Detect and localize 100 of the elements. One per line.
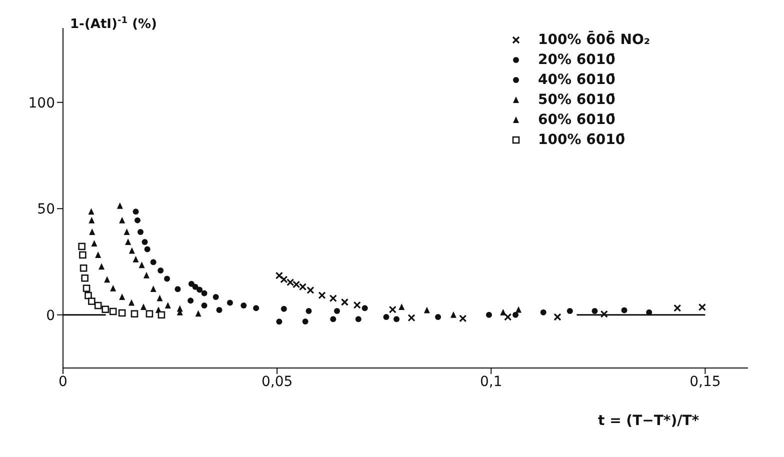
point — [102, 306, 110, 313]
point — [240, 302, 247, 309]
point — [138, 262, 145, 268]
point — [435, 314, 442, 320]
point — [84, 292, 92, 300]
point — [330, 316, 336, 322]
x-tick-label: 0,05 — [261, 374, 293, 390]
point — [306, 308, 312, 314]
point — [80, 264, 88, 272]
point — [302, 318, 308, 324]
point — [226, 300, 233, 306]
point — [196, 286, 203, 293]
point — [119, 294, 126, 300]
point — [140, 304, 146, 310]
point — [353, 301, 361, 309]
point — [109, 308, 117, 316]
y-tick-label: 50 — [37, 202, 55, 218]
point — [158, 267, 164, 274]
x-tick-label: 0,15 — [690, 374, 721, 390]
point — [424, 306, 430, 314]
point — [280, 276, 288, 284]
point — [275, 272, 284, 280]
point — [132, 208, 139, 215]
point — [125, 238, 132, 245]
point — [119, 216, 126, 224]
point — [512, 312, 519, 318]
point — [104, 276, 110, 283]
point — [592, 308, 598, 314]
point — [486, 312, 492, 318]
point — [306, 286, 314, 294]
point — [292, 280, 300, 288]
point — [566, 308, 573, 314]
legend-label: 100% 6̄06̄ NO₂ — [538, 32, 650, 48]
point — [143, 272, 150, 278]
point — [164, 302, 171, 309]
point — [174, 286, 181, 292]
point — [398, 304, 405, 310]
point — [134, 217, 140, 224]
point — [201, 302, 208, 309]
point — [329, 294, 337, 302]
point — [212, 294, 219, 300]
point — [286, 278, 294, 286]
x-axis-title: t = (T−T*)/T* — [598, 413, 700, 429]
point — [156, 294, 163, 302]
point — [128, 247, 135, 254]
point — [504, 313, 512, 321]
point — [540, 309, 546, 316]
point — [340, 298, 349, 306]
legend-label: 40% 6̄010̄ — [538, 72, 616, 88]
point — [600, 310, 608, 318]
point — [81, 274, 88, 282]
point — [132, 256, 139, 262]
point — [388, 306, 396, 314]
legend-label: 100% 6̄010̄ — [538, 132, 626, 148]
point — [253, 305, 260, 312]
y-axis-title: 1-(AtI)$^{-1}$ (%) — [70, 16, 157, 32]
point — [201, 290, 208, 296]
point — [408, 314, 416, 322]
point — [88, 208, 94, 215]
point — [450, 311, 456, 318]
point — [318, 292, 326, 300]
point — [150, 285, 156, 292]
point — [298, 283, 307, 291]
point — [554, 313, 562, 321]
point — [91, 240, 98, 246]
x-tick-label: 0 — [58, 374, 68, 390]
point — [516, 306, 522, 313]
point — [195, 310, 202, 317]
point — [144, 246, 150, 252]
point — [89, 228, 96, 235]
point — [110, 284, 116, 292]
point — [698, 303, 706, 312]
point — [142, 238, 148, 245]
point — [82, 284, 90, 292]
y-tick-label: 100 — [28, 95, 55, 112]
point — [276, 318, 282, 325]
point — [137, 229, 144, 235]
point — [146, 310, 154, 318]
x-tick-label: 0,1 — [480, 374, 502, 390]
point — [130, 310, 138, 318]
point — [621, 307, 628, 314]
point — [383, 314, 390, 320]
point — [459, 314, 467, 322]
point — [150, 259, 156, 266]
point — [95, 251, 102, 258]
legend-label: 20% 6̄010̄ — [538, 52, 616, 68]
point — [88, 216, 95, 224]
legend-label: 50% 6̄010̄ — [538, 92, 616, 108]
point — [188, 298, 194, 304]
point — [98, 263, 105, 270]
y-tick-label: 0 — [46, 308, 55, 324]
point — [79, 251, 86, 259]
point — [188, 280, 194, 287]
legend-label: 60% 6̄010̄ — [538, 112, 616, 128]
point — [192, 284, 198, 290]
point — [394, 316, 400, 322]
point — [78, 242, 86, 250]
point — [334, 308, 340, 314]
point — [94, 302, 102, 310]
point — [88, 298, 96, 305]
